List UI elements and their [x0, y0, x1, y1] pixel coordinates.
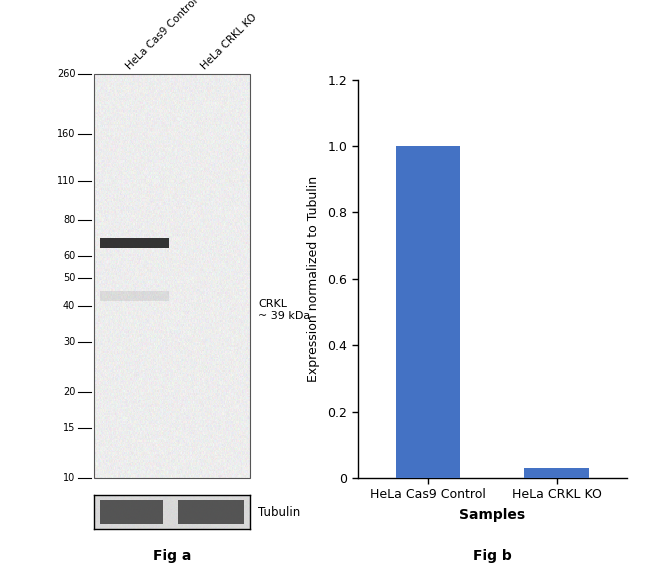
Text: 50: 50	[63, 273, 75, 283]
Bar	[179, 500, 244, 524]
Bar	[101, 238, 169, 248]
Text: 15: 15	[63, 423, 75, 432]
Bar	[101, 291, 169, 301]
Text: ~ 39 kDa: ~ 39 kDa	[258, 311, 310, 321]
Bar	[101, 500, 163, 524]
X-axis label: Samples: Samples	[460, 508, 525, 522]
Text: HeLa Cas9 Control: HeLa Cas9 Control	[125, 0, 200, 71]
Text: 160: 160	[57, 129, 75, 139]
Bar	[525, 468, 589, 478]
Text: 40: 40	[63, 301, 75, 311]
Text: 20: 20	[63, 387, 75, 397]
Text: 80: 80	[63, 215, 75, 225]
Text: CRKL: CRKL	[258, 299, 287, 308]
Text: 60: 60	[63, 251, 75, 261]
Text: Tubulin: Tubulin	[258, 506, 300, 518]
Text: 110: 110	[57, 176, 75, 185]
Y-axis label: Expression normalized to Tubulin: Expression normalized to Tubulin	[307, 176, 320, 382]
Text: HeLa CRKL KO: HeLa CRKL KO	[200, 11, 259, 71]
Text: 260: 260	[57, 69, 75, 79]
Bar	[396, 146, 460, 478]
Text: 10: 10	[63, 473, 75, 483]
Text: Fig b: Fig b	[473, 549, 512, 563]
Text: 30: 30	[63, 337, 75, 347]
Text: Fig a: Fig a	[153, 549, 192, 563]
